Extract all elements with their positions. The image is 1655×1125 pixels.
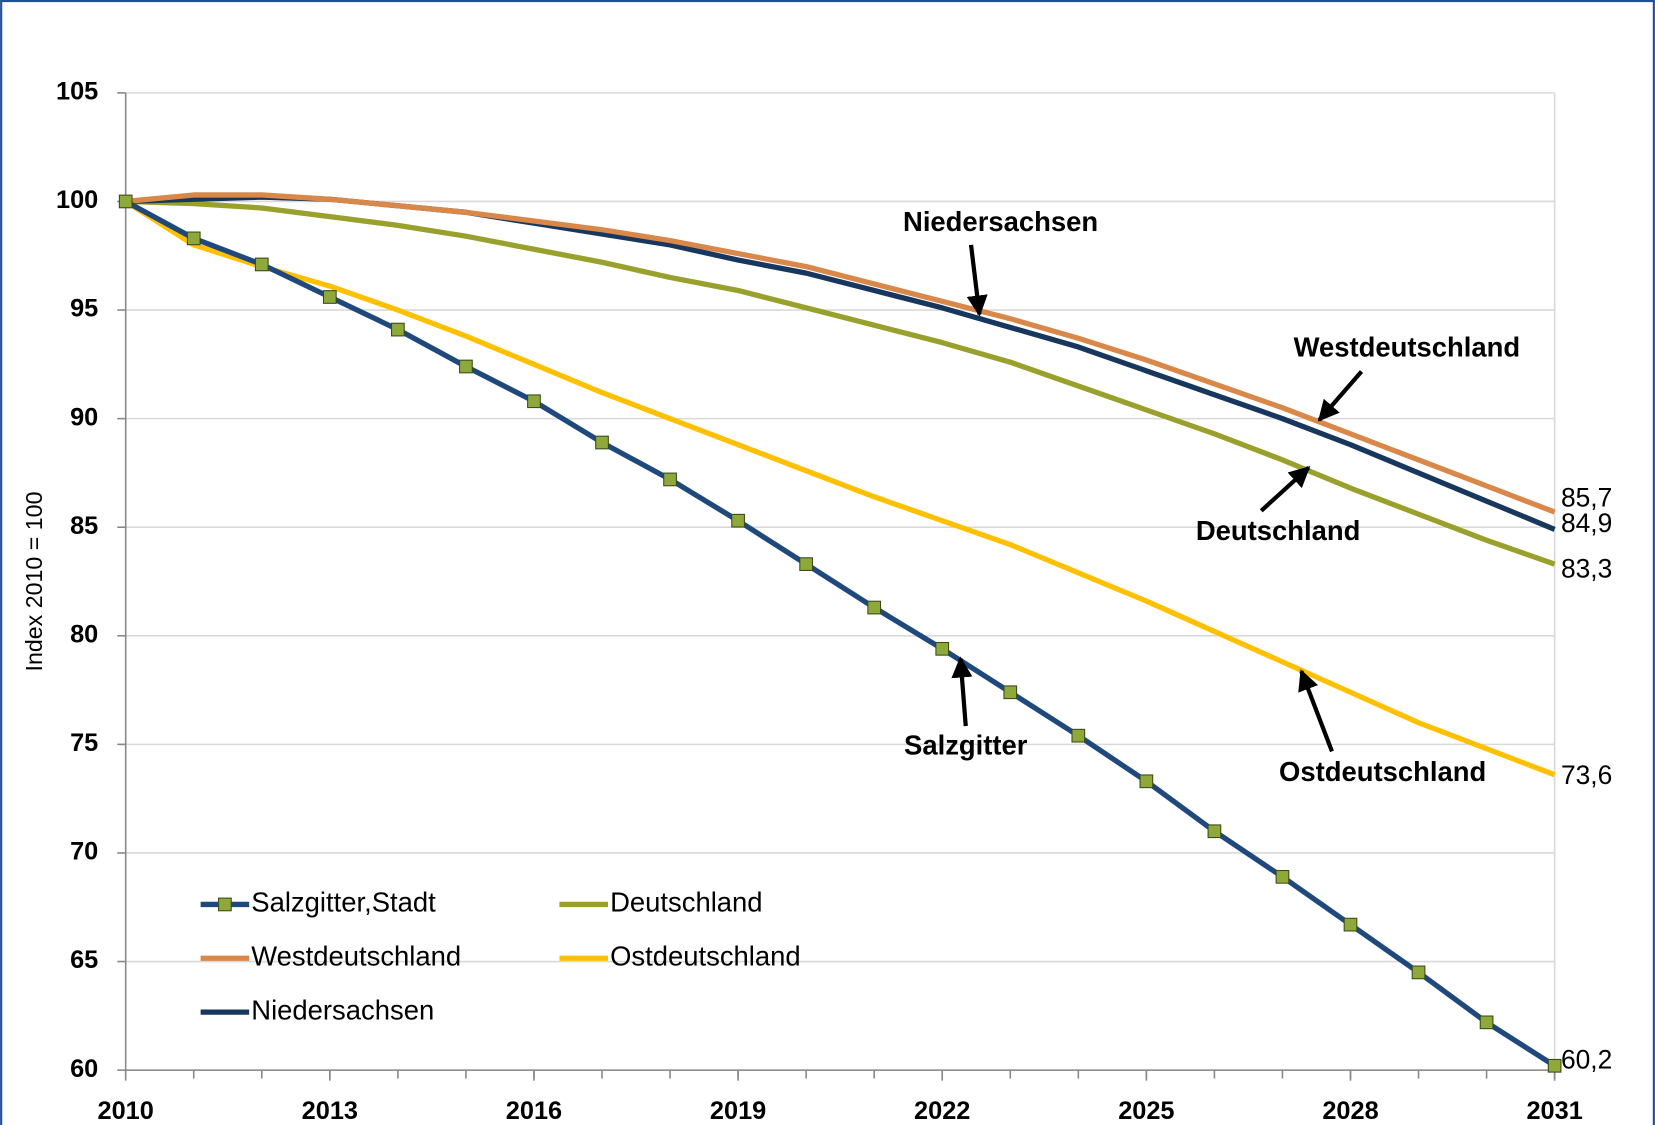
legend-label: Salzgitter,Stadt [251,887,436,918]
series-line [125,192,1556,515]
annotation: Ostdeutschland [1279,756,1486,787]
annotation-arrow [1317,370,1364,422]
series-marker [1207,824,1222,839]
value-label: 60,2 [1561,1045,1612,1075]
y-tick-label: 105 [56,78,98,106]
annotation: Salzgitter [904,729,1028,760]
series-marker [1003,685,1018,700]
y-tick-label: 70 [70,838,98,866]
y-tick-label: 95 [70,295,98,323]
series-marker [322,290,337,304]
legend-label: Deutschland [610,887,762,918]
y-tick-label: 85 [70,512,98,540]
y-tick-label: 75 [70,729,98,757]
y-tick-label: 90 [70,403,98,431]
series-marker [186,231,201,246]
y-tick-label: 65 [70,946,98,974]
annotation: Deutschland [1196,515,1361,546]
x-tick-label: 2028 [1322,1097,1378,1125]
value-label: 83,3 [1561,553,1612,583]
value-label: 73,6 [1561,760,1612,790]
annotation: Westdeutschland [1294,332,1521,363]
series-marker [1411,965,1426,980]
y-tick-label: 100 [56,186,98,214]
x-tick-label: 2019 [710,1097,766,1125]
series-marker [663,472,677,487]
series-marker [731,513,745,528]
x-tick-label: 2031 [1526,1097,1582,1125]
series-marker [1275,869,1290,884]
series-marker [527,394,541,409]
series-marker [1071,728,1086,743]
annotation: Niedersachsen [903,206,1098,237]
series-line [124,199,1557,1068]
x-tick-label: 2022 [914,1097,970,1125]
series-marker [391,322,405,337]
series-marker [1343,917,1358,932]
value-label: 84,9 [1561,508,1612,538]
x-tick-label: 2016 [506,1097,562,1125]
series-marker [1479,1015,1494,1030]
legend-label: Ostdeutschland [610,941,801,972]
legend-label: Niedersachsen [251,994,434,1025]
value-label: 85,7 [1561,482,1612,512]
annotation-arrow [951,656,973,727]
series-marker [799,557,814,571]
series-marker [595,435,609,450]
legend-label: Westdeutschland [251,941,461,972]
y-tick-label: 60 [70,1055,98,1083]
series-marker [1139,774,1154,789]
y-axis-label: Index 2010 = 100 [21,492,47,672]
legend-marker [218,897,232,912]
series-marker [867,600,882,615]
x-tick-label: 2010 [98,1097,154,1125]
series-marker [935,641,950,656]
x-tick-label: 2025 [1118,1097,1174,1125]
annotation-arrow [1298,669,1334,753]
annotation-arrow [1259,465,1311,513]
series-marker [1547,1058,1562,1073]
series-marker [254,257,269,272]
y-tick-label: 80 [70,620,98,648]
series-marker [118,194,133,209]
series-line [125,198,1556,567]
annotation-arrow [966,244,988,317]
x-tick-label: 2013 [302,1097,358,1125]
series-marker [459,359,473,374]
